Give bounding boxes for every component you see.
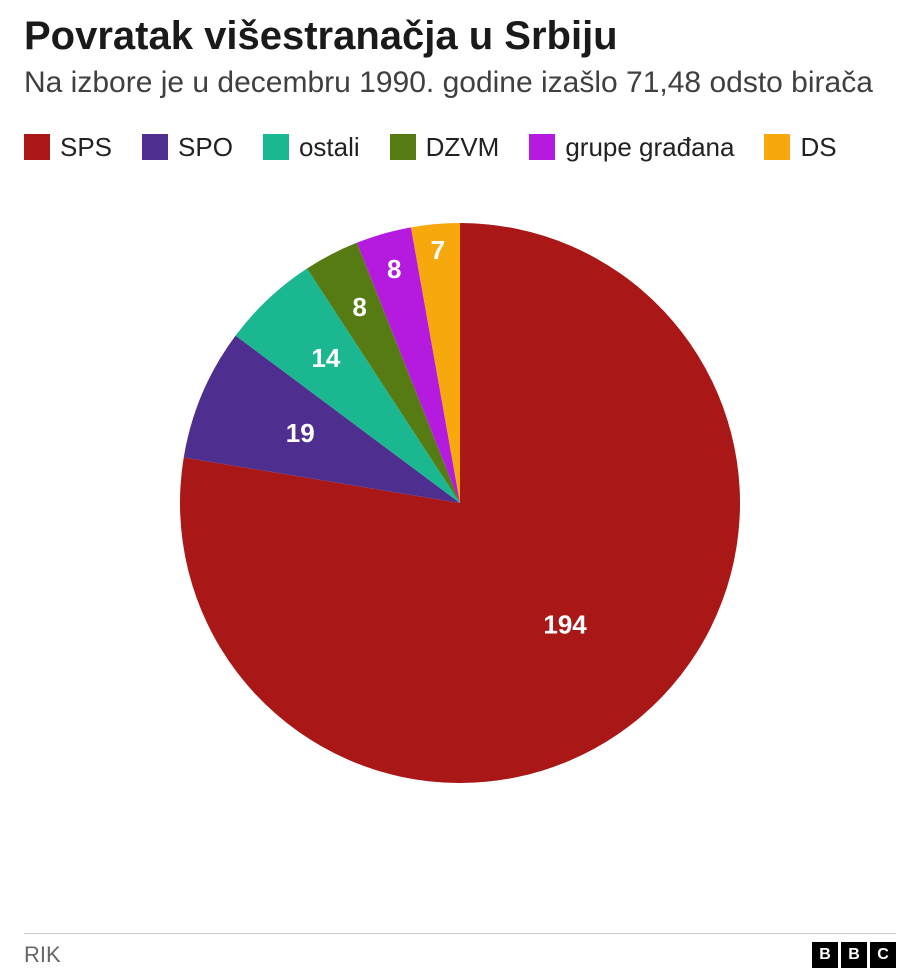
source-label: RIK <box>24 942 61 968</box>
bbc-logo-box: C <box>870 942 896 968</box>
legend-item: ostali <box>263 132 360 163</box>
slice-label: 8 <box>352 291 366 321</box>
legend-swatch <box>263 134 289 160</box>
bbc-logo-box: B <box>812 942 838 968</box>
pie-svg: 1941914887 <box>120 203 800 803</box>
chart-title: Povratak višestranačja u Srbiju <box>24 14 896 58</box>
pie-chart: 1941914887 <box>24 203 896 803</box>
footer-divider <box>24 933 896 934</box>
legend-item: DZVM <box>390 132 500 163</box>
legend-label: grupe građana <box>565 132 734 163</box>
slice-label: 19 <box>286 417 315 447</box>
legend-label: SPO <box>178 132 233 163</box>
legend-swatch <box>764 134 790 160</box>
chart-subtitle: Na izbore je u decembru 1990. godine iza… <box>24 64 896 102</box>
footer: RIK BBC <box>0 933 920 980</box>
legend-label: DS <box>800 132 836 163</box>
slice-label: 8 <box>387 254 401 284</box>
bbc-logo: BBC <box>812 942 896 968</box>
legend-swatch <box>24 134 50 160</box>
legend-item: SPS <box>24 132 112 163</box>
legend-label: SPS <box>60 132 112 163</box>
legend-label: DZVM <box>426 132 500 163</box>
legend-item: SPO <box>142 132 233 163</box>
legend-item: grupe građana <box>529 132 734 163</box>
slice-label: 14 <box>311 342 340 372</box>
bbc-logo-box: B <box>841 942 867 968</box>
legend-item: DS <box>764 132 836 163</box>
legend-swatch <box>142 134 168 160</box>
legend-swatch <box>529 134 555 160</box>
legend: SPS SPO ostali DZVM grupe građana DS <box>24 132 896 163</box>
slice-label: 194 <box>543 609 587 639</box>
slice-label: 7 <box>431 234 445 264</box>
legend-label: ostali <box>299 132 360 163</box>
legend-swatch <box>390 134 416 160</box>
